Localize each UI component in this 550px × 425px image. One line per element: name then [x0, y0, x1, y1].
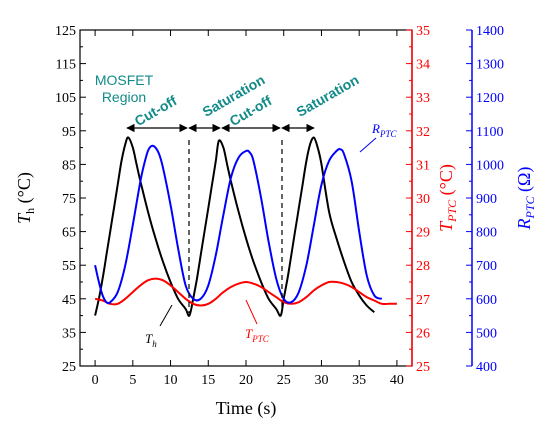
x-tick-label: 30 [314, 373, 328, 388]
y-left-axis-title-sub: h [23, 208, 37, 214]
yr1-ticks-label: 29 [416, 226, 430, 241]
th-pointer [159, 304, 173, 327]
yr2-ticks-label: 1400 [476, 24, 504, 39]
yr2-ticks-label: 1000 [476, 158, 504, 173]
x-tick-label: 5 [129, 373, 136, 388]
y-left-axis: 25 35 45 55 65 75 85 95 105 115 125 [55, 24, 86, 375]
yr2-ticks-label: 900 [476, 192, 497, 207]
y-right2-axis-title-sub: PTC [523, 195, 537, 219]
yl-ticks-label: 75 [62, 192, 76, 207]
yl-ticks-label: 125 [55, 24, 76, 39]
yl-ticks-label: 25 [62, 360, 76, 375]
y-right2-axis-title-unit: (Ω) [514, 167, 535, 197]
yl-ticks-label: 65 [62, 226, 76, 241]
rptc-pointer [359, 137, 377, 153]
yl-ticks-label: 45 [62, 293, 76, 308]
yl-ticks-label: 95 [62, 125, 76, 140]
x-axis-title: Time (s) [216, 398, 277, 419]
yl-ticks-label: 105 [55, 91, 76, 106]
tptc-series-line [94, 277, 397, 307]
y-left-axis-title: Th (°C) [14, 172, 37, 224]
rptc-curve-label-sub: PTC [379, 129, 398, 139]
x-tick-label: 35 [352, 373, 366, 388]
x-axis: 0 5 10 15 20 25 30 35 40 [92, 30, 404, 388]
x-tick-label: 15 [201, 373, 215, 388]
yr2-ticks-label: 700 [476, 259, 497, 274]
tptc-curve-label: TPTC [245, 326, 270, 344]
yr2-ticks-label: 600 [476, 293, 497, 308]
yr2-ticks-label: 1200 [476, 91, 504, 106]
yr2-ticks-label: 400 [476, 360, 497, 375]
y-right1-axis-title: TPTC (°C) [436, 164, 459, 232]
yr1-ticks-label: 31 [416, 158, 430, 173]
x-tick-label: 10 [164, 373, 178, 388]
rptc-series-line [94, 144, 383, 305]
yr1-ticks-label: 25 [416, 360, 430, 375]
x-tick-label: 0 [92, 373, 99, 388]
x-tick-label: 20 [239, 373, 253, 388]
region-label-line1: MOSFET [95, 72, 154, 88]
yr1-ticks-label: 30 [416, 192, 430, 207]
saturation-label-2: Saturation [294, 71, 362, 119]
y-left-axis-title-unit: (°C) [14, 172, 35, 208]
y-right1-axis-title-unit: (°C) [436, 164, 457, 200]
rptc-curve-label: RPTC [371, 121, 397, 139]
yr2-ticks-label: 1300 [476, 58, 504, 73]
yr1-ticks-label: 33 [416, 91, 430, 106]
yr1-ticks-label: 32 [416, 125, 430, 140]
region-label-line2: Region [102, 89, 146, 105]
yr1-ticks-label: 34 [416, 58, 430, 73]
tptc-pointer [245, 299, 258, 325]
th-curve-label-sub: h [152, 339, 157, 349]
yr2-ticks-label: 500 [476, 326, 497, 341]
yr2-ticks-label: 1100 [476, 125, 503, 140]
yr1-ticks-label: 35 [416, 24, 430, 39]
yl-ticks-label: 55 [62, 259, 76, 274]
yl-ticks-label: 35 [62, 326, 76, 341]
yr1-ticks-label: 28 [416, 259, 430, 274]
th-series-line [94, 136, 375, 317]
x-tick-label: 40 [390, 373, 404, 388]
th-curve-label: Th [145, 331, 157, 349]
yr1-ticks-label: 26 [416, 326, 430, 341]
tptc-curve-label-sub: PTC [251, 334, 270, 344]
y-right2-axis: 400 500 600 700 800 900 1000 1100 1200 1300 1400 [466, 24, 504, 375]
yl-ticks-label: 85 [62, 158, 76, 173]
yl-ticks-label: 115 [56, 58, 76, 73]
yr1-ticks-label: 27 [416, 293, 430, 308]
y-right2-axis-title: RPTC (Ω) [514, 167, 537, 231]
y-right1-axis-title-sub: PTC [445, 199, 459, 223]
x-tick-label: 25 [277, 373, 291, 388]
series-layer [94, 136, 397, 317]
y-right1-axis: 25 26 27 28 29 30 31 32 33 34 35 [406, 24, 430, 375]
yr2-ticks-label: 800 [476, 226, 497, 241]
